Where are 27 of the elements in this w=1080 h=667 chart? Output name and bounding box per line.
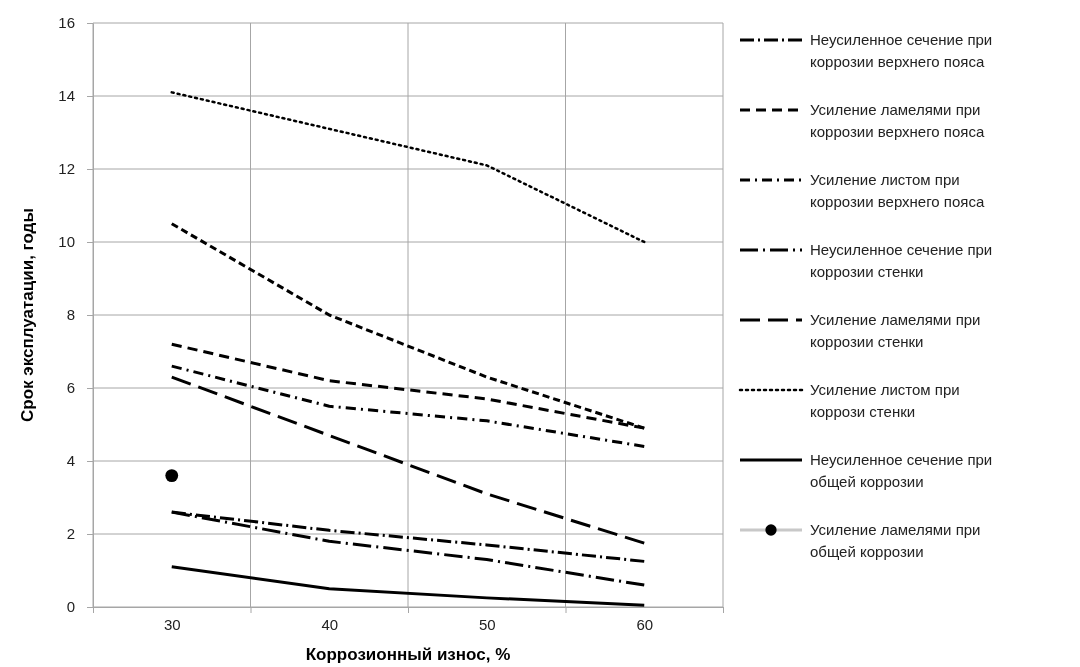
legend-label: Неусиленное сечение при коррозии стенки — [810, 241, 993, 280]
x-tick-label: 50 — [478, 615, 496, 633]
y-tick-label: 0 — [66, 598, 75, 616]
y-tick-label: 12 — [58, 160, 75, 178]
legend-label: Усиление ламелями при общей коррозии — [810, 521, 981, 560]
y-tick-label: 10 — [58, 233, 75, 251]
line-series — [170, 91, 646, 244]
y-tick-label: 16 — [58, 14, 75, 32]
y-tick-label: 4 — [66, 452, 75, 470]
legend-label: Усиление листом при коррози стенки — [810, 381, 960, 420]
legend-label: Усиление ламелями при коррозии верхнего пояса — [810, 101, 985, 140]
y-tick-label: 6 — [66, 379, 75, 397]
y-tick-label: 8 — [66, 306, 75, 324]
y-axis-title: Срок эксплуатации, годы — [18, 208, 37, 422]
y-tick-label: 2 — [66, 525, 75, 543]
line-series — [170, 375, 646, 545]
legend-label: Усиление листом при коррозии верхнего пояса — [810, 171, 985, 210]
legend-label: Неусиленное сечение при коррозии верхнего пояса — [810, 31, 993, 70]
x-tick-label: 40 — [321, 615, 339, 633]
legend-label: Неусиленное сечение при общей коррозии — [810, 451, 993, 490]
line-series — [170, 364, 646, 448]
y-tick-label: 14 — [58, 87, 75, 105]
x-tick-label: 30 — [163, 615, 181, 633]
legend-label: Усиление ламелями при коррозии стенки — [810, 311, 981, 350]
x-axis-title: Коррозионный износ, % — [305, 645, 511, 664]
line-series — [170, 565, 646, 607]
x-tick-label: 60 — [636, 615, 654, 633]
